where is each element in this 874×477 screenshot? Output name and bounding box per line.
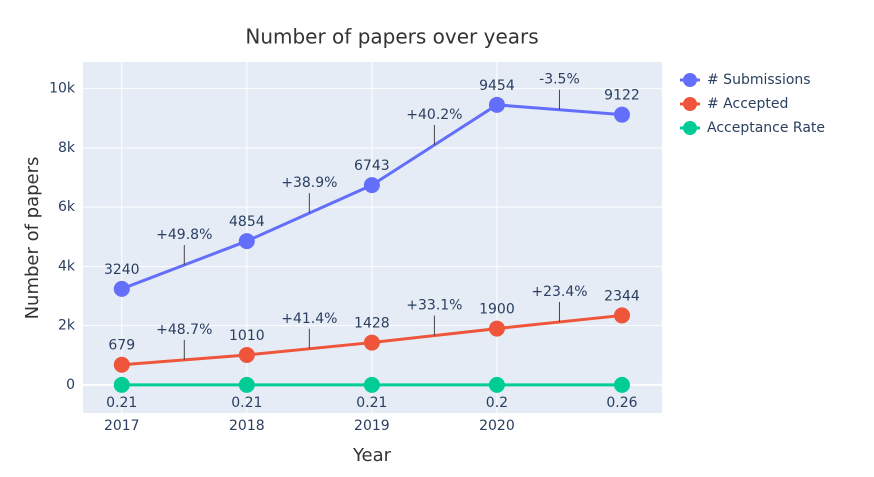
data-label: 0.21 (231, 395, 262, 411)
x-tick-label: 2018 (229, 418, 265, 434)
y-tick-label: 2k (58, 318, 76, 334)
y-tick-label: 8k (58, 140, 76, 156)
change-annotation: -3.5% (539, 72, 580, 88)
legend-marker[interactable] (683, 97, 697, 111)
x-tick-label: 2017 (104, 418, 140, 434)
data-label: 1010 (229, 328, 265, 344)
point (363, 376, 380, 393)
point (613, 106, 630, 123)
y-tick-label: 0 (66, 377, 75, 393)
legend-marker[interactable] (683, 121, 697, 135)
point (113, 280, 130, 297)
data-label: 0.21 (106, 395, 137, 411)
point (113, 376, 130, 393)
data-label: 2344 (604, 288, 640, 304)
legend-label[interactable]: # Submissions (707, 72, 811, 88)
point (488, 376, 505, 393)
data-label: 3240 (104, 262, 140, 278)
data-label: 9454 (479, 78, 515, 94)
y-axis-title: Number of papers (22, 157, 43, 320)
point (238, 376, 255, 393)
legend-marker[interactable] (683, 73, 697, 87)
data-label: 9122 (604, 88, 640, 104)
point (488, 320, 505, 337)
point (363, 177, 380, 194)
legend-label[interactable]: # Accepted (707, 96, 788, 112)
point (488, 96, 505, 113)
data-label: 1900 (479, 302, 515, 318)
legend-label[interactable]: Acceptance Rate (707, 120, 825, 136)
plot-background (83, 62, 662, 413)
data-label: 679 (108, 338, 135, 354)
data-label: 0.26 (606, 395, 637, 411)
y-tick-label: 4k (58, 258, 76, 274)
change-annotation: +40.2% (406, 107, 462, 123)
data-label: 6743 (354, 158, 390, 174)
point (363, 334, 380, 351)
x-tick-label: 2019 (354, 418, 390, 434)
change-annotation: +48.7% (156, 322, 212, 338)
x-axis-title: Year (352, 445, 392, 466)
point (238, 346, 255, 363)
data-label: 1428 (354, 316, 390, 332)
chart-title: Number of papers over years (245, 25, 538, 49)
point (238, 233, 255, 250)
change-annotation: +41.4% (281, 311, 337, 327)
data-label: 0.21 (356, 395, 387, 411)
data-label: 0.2 (486, 395, 508, 411)
point (613, 376, 630, 393)
change-annotation: +38.9% (281, 175, 337, 191)
y-tick-label: 6k (58, 199, 76, 215)
data-label: 4854 (229, 214, 265, 230)
x-tick-label: 2020 (479, 418, 515, 434)
point (113, 356, 130, 373)
change-annotation: +33.1% (406, 298, 462, 314)
change-annotation: +23.4% (531, 284, 587, 300)
change-annotation: +49.8% (156, 227, 212, 243)
y-tick-label: 10k (49, 81, 76, 97)
point (613, 307, 630, 324)
